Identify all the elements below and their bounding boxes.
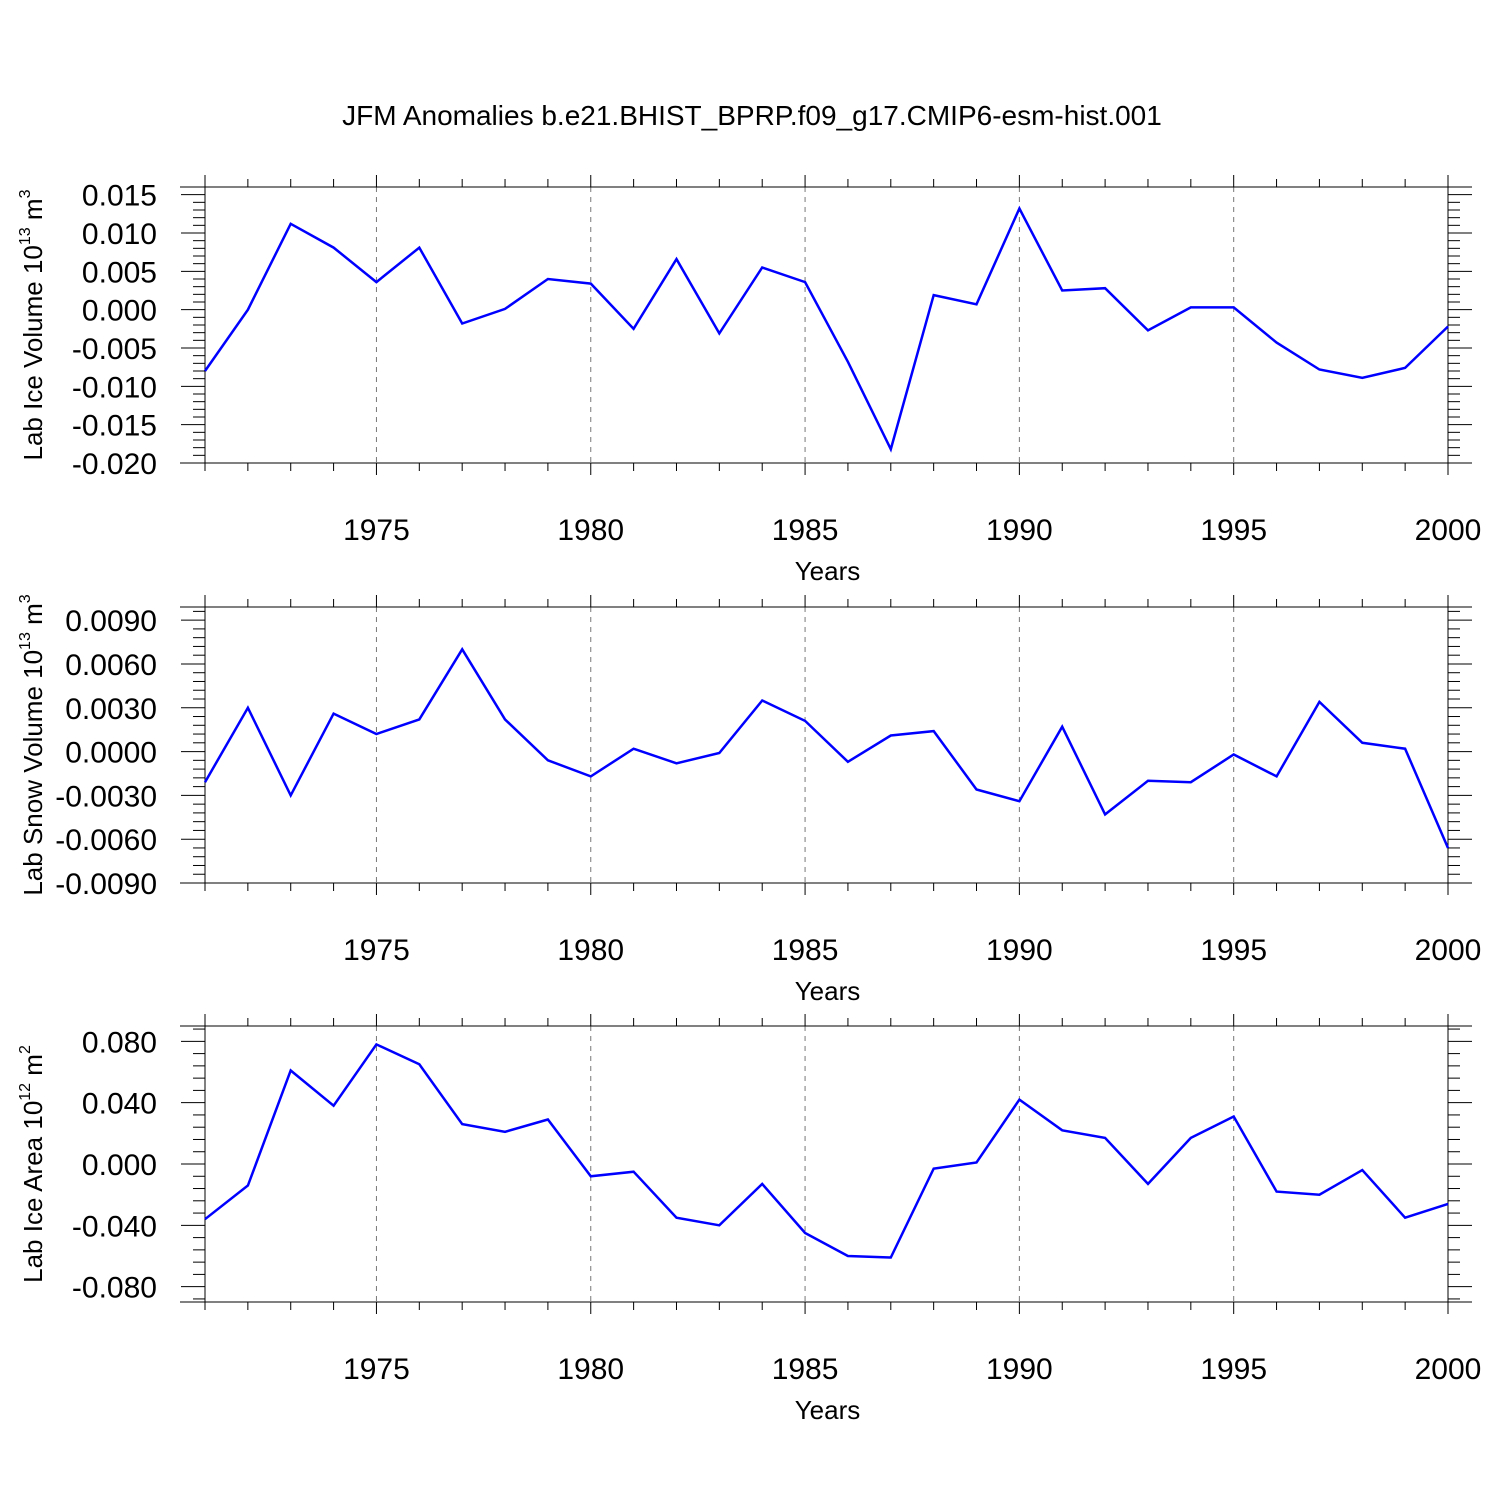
y-axis-label-part: Lab Ice Area 10 [18, 1101, 48, 1283]
y-axis-label-superscript: 13 [17, 632, 34, 650]
x-tick-label: 1995 [1200, 1353, 1267, 1386]
y-axis-label-part: Lab Snow Volume 10 [18, 650, 48, 896]
x-tick-label: 1975 [343, 934, 410, 967]
y-tick-label: -0.0090 [55, 868, 157, 901]
x-tick-label: 1990 [986, 1353, 1053, 1386]
y-tick-label: 0.0090 [65, 605, 157, 638]
y-tick-label: 0.0030 [65, 693, 157, 726]
x-axis-label: Years [795, 976, 861, 1006]
x-tick-label: 2000 [1415, 934, 1482, 967]
y-axis-label-superscript: 2 [17, 1045, 34, 1054]
x-tick-label: 1990 [986, 514, 1053, 547]
y-tick-label: -0.0060 [55, 824, 157, 857]
y-axis-label-part: m [18, 198, 48, 227]
y-tick-label: -0.005 [72, 333, 157, 366]
y-axis-label-part: m [18, 1054, 48, 1083]
y-axis-label-part: Lab Ice Volume 10 [18, 245, 48, 460]
x-tick-label: 1990 [986, 934, 1053, 967]
series-line [203, 646, 1450, 849]
x-axis-label: Years [795, 1395, 861, 1425]
x-tick-label: 1980 [557, 514, 624, 547]
y-tick-label: -0.080 [72, 1272, 157, 1305]
y-tick-label: -0.040 [72, 1210, 157, 1243]
figure-title: JFM Anomalies b.e21.BHIST_BPRP.f09_g17.C… [342, 100, 1162, 131]
y-axis-label-superscript: 12 [17, 1083, 34, 1101]
x-tick-label: 1995 [1200, 934, 1267, 967]
y-tick-label: -0.010 [72, 371, 157, 404]
x-tick-label: 1980 [557, 1353, 624, 1386]
x-tick-label: 1975 [343, 1353, 410, 1386]
series-line [203, 205, 1449, 453]
y-axis-label: Lab Ice Volume 1013 m3 [17, 189, 48, 460]
x-tick-label: 1985 [772, 514, 839, 547]
x-axis-label: Years [795, 556, 861, 586]
y-axis-label-superscript: 3 [17, 189, 34, 198]
y-axis-label: Lab Snow Volume 1013 m3 [17, 594, 48, 895]
y-tick-label: 0.040 [82, 1088, 157, 1121]
y-axis-label: Lab Ice Area 1012 m2 [17, 1045, 48, 1283]
series-line [204, 1042, 1449, 1259]
y-axis-label-superscript: 13 [17, 227, 34, 245]
y-tick-label: 0.0000 [65, 737, 157, 770]
panel-snow-volume: 1975 1980 1985 1990 1995 2000 -0.0090 -0.0060 -0… [17, 594, 1481, 1006]
y-tick-label: -0.020 [72, 448, 157, 481]
y-tick-label: 0.005 [82, 256, 157, 289]
x-tick-label: 1985 [772, 1353, 839, 1386]
x-tick-label: 1985 [772, 934, 839, 967]
panel-ice-area: 1975 1980 1985 1990 1995 2000 -0.080 -0.040 0.00… [17, 1014, 1481, 1425]
y-tick-label: -0.015 [72, 410, 157, 443]
x-tick-label: 1980 [557, 934, 624, 967]
y-tick-label: 0.000 [82, 295, 157, 328]
x-tick-label: 2000 [1415, 514, 1482, 547]
x-tick-label: 1995 [1200, 514, 1267, 547]
y-tick-label: 0.015 [82, 180, 157, 213]
y-axis-label-superscript: 3 [17, 594, 34, 603]
x-tick-label: 2000 [1415, 1353, 1482, 1386]
x-tick-label: 1975 [343, 514, 410, 547]
y-axis-label-part: m [18, 603, 48, 632]
y-tick-label: 0.080 [82, 1026, 157, 1059]
panel-ice-volume: 1975 1980 1985 1990 1995 2000 -0.020 -0.015 -0.0… [17, 175, 1481, 586]
y-tick-label: 0.000 [82, 1149, 157, 1182]
y-tick-label: 0.010 [82, 218, 157, 251]
y-tick-label: 0.0060 [65, 649, 157, 682]
y-tick-label: -0.0030 [55, 780, 157, 813]
